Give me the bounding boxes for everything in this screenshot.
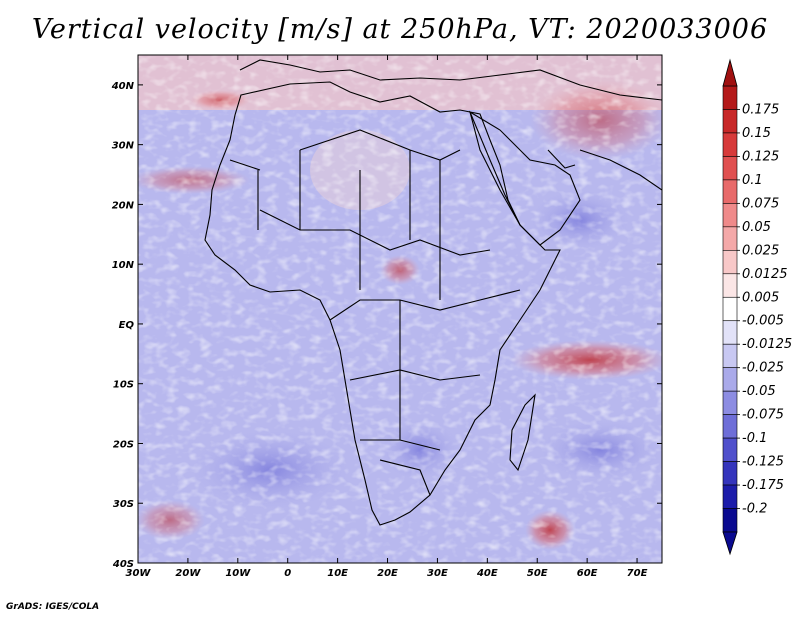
y-tick-label: 40S	[112, 559, 134, 570]
colorbar-swatch	[722, 273, 738, 298]
y-axis: 40N 30N 20N 10N EQ 10S 20S 30S 40S	[111, 81, 662, 570]
colorbar-swatch	[722, 508, 738, 533]
colorbar-bottom-arrow	[722, 531, 738, 556]
colorbar-label: -0.2	[742, 502, 767, 517]
map-title: Vertical velocity [m/s] at 250hPa, VT: 2…	[31, 14, 769, 45]
colorbar-label: -0.0125	[742, 337, 792, 352]
colorbar-swatch	[722, 296, 738, 322]
colorbar-label: 0.05	[742, 220, 771, 235]
colorbar-label: 0.1	[742, 173, 763, 188]
colorbar-swatch	[722, 156, 738, 181]
x-axis: 30W 20W 10W 0 10E 20E 30E 40E 50E 60E 70E	[126, 55, 648, 579]
x-tick-label: 20E	[377, 568, 398, 579]
colorbar-swatch	[722, 132, 738, 157]
colorbar-swatch	[722, 226, 738, 251]
y-tick-label: 20S	[113, 439, 134, 450]
colorbar-swatch	[722, 109, 738, 134]
x-tick-label: 10E	[327, 568, 348, 579]
colorbar-swatch	[722, 437, 738, 462]
colorbar-label: 0.175	[742, 102, 779, 117]
colorbar-swatch	[722, 179, 738, 204]
y-tick-label: 30N	[112, 141, 135, 152]
colorbar: 0.175 0.15 0.125 0.1 0.075 0.05 0.025 0.0125 0.0…	[722, 58, 792, 556]
colorbar-label: -0.025	[742, 361, 784, 376]
colorbar-label: -0.125	[742, 455, 784, 470]
colorbar-swatch	[722, 203, 738, 228]
x-tick-label: 30E	[427, 568, 448, 579]
colorbar-label: -0.075	[742, 408, 784, 423]
colorbar-label: -0.005	[742, 314, 784, 329]
colorbar-label: -0.175	[742, 478, 784, 493]
coastlines	[204, 59, 662, 526]
colorbar-swatch	[722, 414, 738, 439]
y-tick-label: 40N	[111, 81, 135, 92]
colorbar-label: 0.15	[742, 126, 771, 141]
colorbar-swatch	[722, 85, 738, 110]
colorbar-swatch	[722, 320, 738, 345]
colorbar-label: 0.025	[742, 243, 779, 258]
colorbar-swatch	[722, 461, 738, 486]
x-tick-label: 60E	[577, 568, 598, 579]
footer-credit: GrADS: IGES/COLA	[6, 602, 100, 612]
x-tick-label: 20W	[175, 568, 201, 579]
colorbar-swatch	[722, 367, 738, 392]
plot-frame	[137, 54, 663, 564]
x-tick-label: 10W	[225, 568, 251, 579]
colorbar-swatch	[722, 390, 738, 415]
y-tick-label: 10N	[112, 260, 135, 271]
colorbar-label: 0.005	[742, 290, 779, 305]
y-tick-label: 10S	[113, 380, 134, 391]
colorbar-label: 0.075	[742, 196, 779, 211]
colorbar-swatch	[722, 484, 738, 509]
y-tick-label: EQ	[119, 320, 135, 331]
colorbar-swatch	[722, 250, 738, 275]
colorbar-label: -0.05	[742, 384, 776, 399]
colorbar-swatch	[722, 343, 738, 368]
x-tick-label: 50E	[527, 568, 548, 579]
colorbar-label: -0.1	[742, 431, 767, 446]
colorbar-label: 0.0125	[742, 267, 788, 282]
x-tick-label: 30W	[126, 568, 152, 579]
x-tick-label: 70E	[627, 568, 648, 579]
colorbar-label: 0.125	[742, 149, 779, 164]
x-tick-label: 40E	[476, 568, 498, 579]
y-tick-label: 20N	[112, 200, 135, 211]
y-tick-label: 30S	[113, 499, 134, 510]
colorbar-top-arrow	[722, 58, 738, 87]
x-tick-label: 0	[284, 568, 291, 579]
